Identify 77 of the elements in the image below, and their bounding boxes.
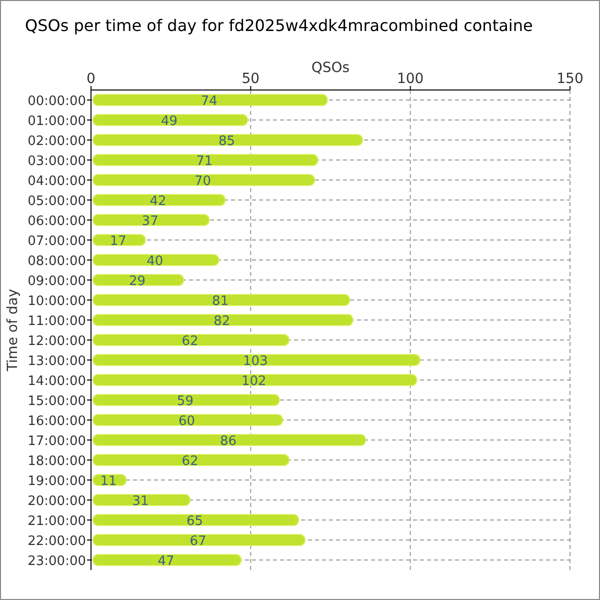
y-tick-label: 02:00:00 (28, 134, 86, 149)
bar (92, 454, 290, 466)
data-label: 42 (150, 194, 166, 209)
y-tick-label: 08:00:00 (28, 254, 86, 269)
bar (92, 314, 354, 326)
bar (92, 554, 242, 566)
data-label: 59 (176, 394, 194, 409)
bar (92, 94, 328, 106)
x-tick-label: 150 (556, 71, 584, 87)
y-tick-label: 19:00:00 (28, 474, 86, 489)
y-tick-label: 18:00:00 (28, 454, 86, 469)
data-label: 70 (194, 174, 212, 189)
y-tick-label: 01:00:00 (28, 114, 86, 129)
data-label: 31 (132, 494, 149, 509)
y-tick-label: 00:00:00 (28, 94, 86, 109)
x-tick-label: 0 (86, 71, 96, 87)
data-label: 47 (158, 554, 174, 569)
data-label: 81 (212, 294, 229, 309)
y-tick-label: 06:00:00 (28, 214, 86, 229)
data-label: 102 (241, 374, 266, 389)
bar (92, 114, 248, 126)
data-label: 62 (182, 454, 198, 469)
data-label: 62 (182, 334, 198, 349)
y-tick-label: 14:00:00 (28, 374, 86, 389)
data-label: 103 (243, 354, 268, 369)
data-label: 40 (146, 254, 164, 269)
x-tick-label: 100 (396, 71, 424, 87)
data-label: 65 (186, 514, 204, 529)
bar (92, 154, 318, 166)
y-tick-label: 10:00:00 (28, 294, 86, 309)
data-label: 60 (178, 414, 196, 429)
y-axis-title: Time of day (5, 288, 21, 372)
data-label: 82 (214, 314, 230, 329)
y-tick-label: 17:00:00 (28, 434, 86, 449)
bar (92, 294, 350, 306)
data-label: 67 (190, 534, 206, 549)
y-tick-label: 13:00:00 (28, 354, 86, 369)
bar (92, 174, 316, 186)
y-tick-label: 07:00:00 (28, 234, 86, 249)
y-tick-label: 16:00:00 (28, 414, 86, 429)
y-tick-label: 04:00:00 (28, 174, 86, 189)
bar (92, 134, 363, 146)
y-tick-label: 20:00:00 (28, 494, 86, 509)
y-tick-label: 12:00:00 (28, 334, 86, 349)
y-tick-label: 11:00:00 (28, 314, 86, 329)
bar (92, 414, 284, 426)
bar (92, 214, 210, 226)
x-tick-label: 50 (242, 71, 260, 87)
data-label: 85 (218, 134, 235, 149)
data-label: 74 (200, 94, 218, 109)
bar (92, 434, 366, 446)
y-tick-label: 05:00:00 (28, 194, 86, 209)
y-tick-label: 21:00:00 (28, 514, 86, 529)
bar (92, 514, 300, 526)
y-tick-label: 15:00:00 (28, 394, 86, 409)
y-tick-label: 22:00:00 (28, 534, 86, 549)
data-label: 86 (220, 434, 237, 449)
data-label: 17 (110, 234, 126, 249)
bar (92, 254, 220, 266)
bar (92, 354, 420, 366)
data-label: 37 (142, 214, 158, 229)
y-tick-label: 09:00:00 (28, 274, 86, 289)
bar (92, 334, 290, 346)
bar (92, 534, 306, 546)
data-label: 29 (129, 274, 146, 289)
bar (92, 494, 190, 506)
data-label: 49 (160, 114, 178, 129)
bar (92, 374, 418, 386)
x-axis-title: QSOs (311, 60, 350, 76)
data-label: 11 (100, 474, 117, 489)
chart-title: QSOs per time of day for fd2025w4xdk4mracombined containe (25, 16, 533, 35)
data-label: 71 (196, 154, 213, 169)
y-tick-label: 23:00:00 (28, 554, 86, 569)
bar (92, 274, 184, 286)
bar (92, 394, 280, 406)
bar (92, 194, 226, 206)
y-tick-label: 03:00:00 (28, 154, 86, 169)
